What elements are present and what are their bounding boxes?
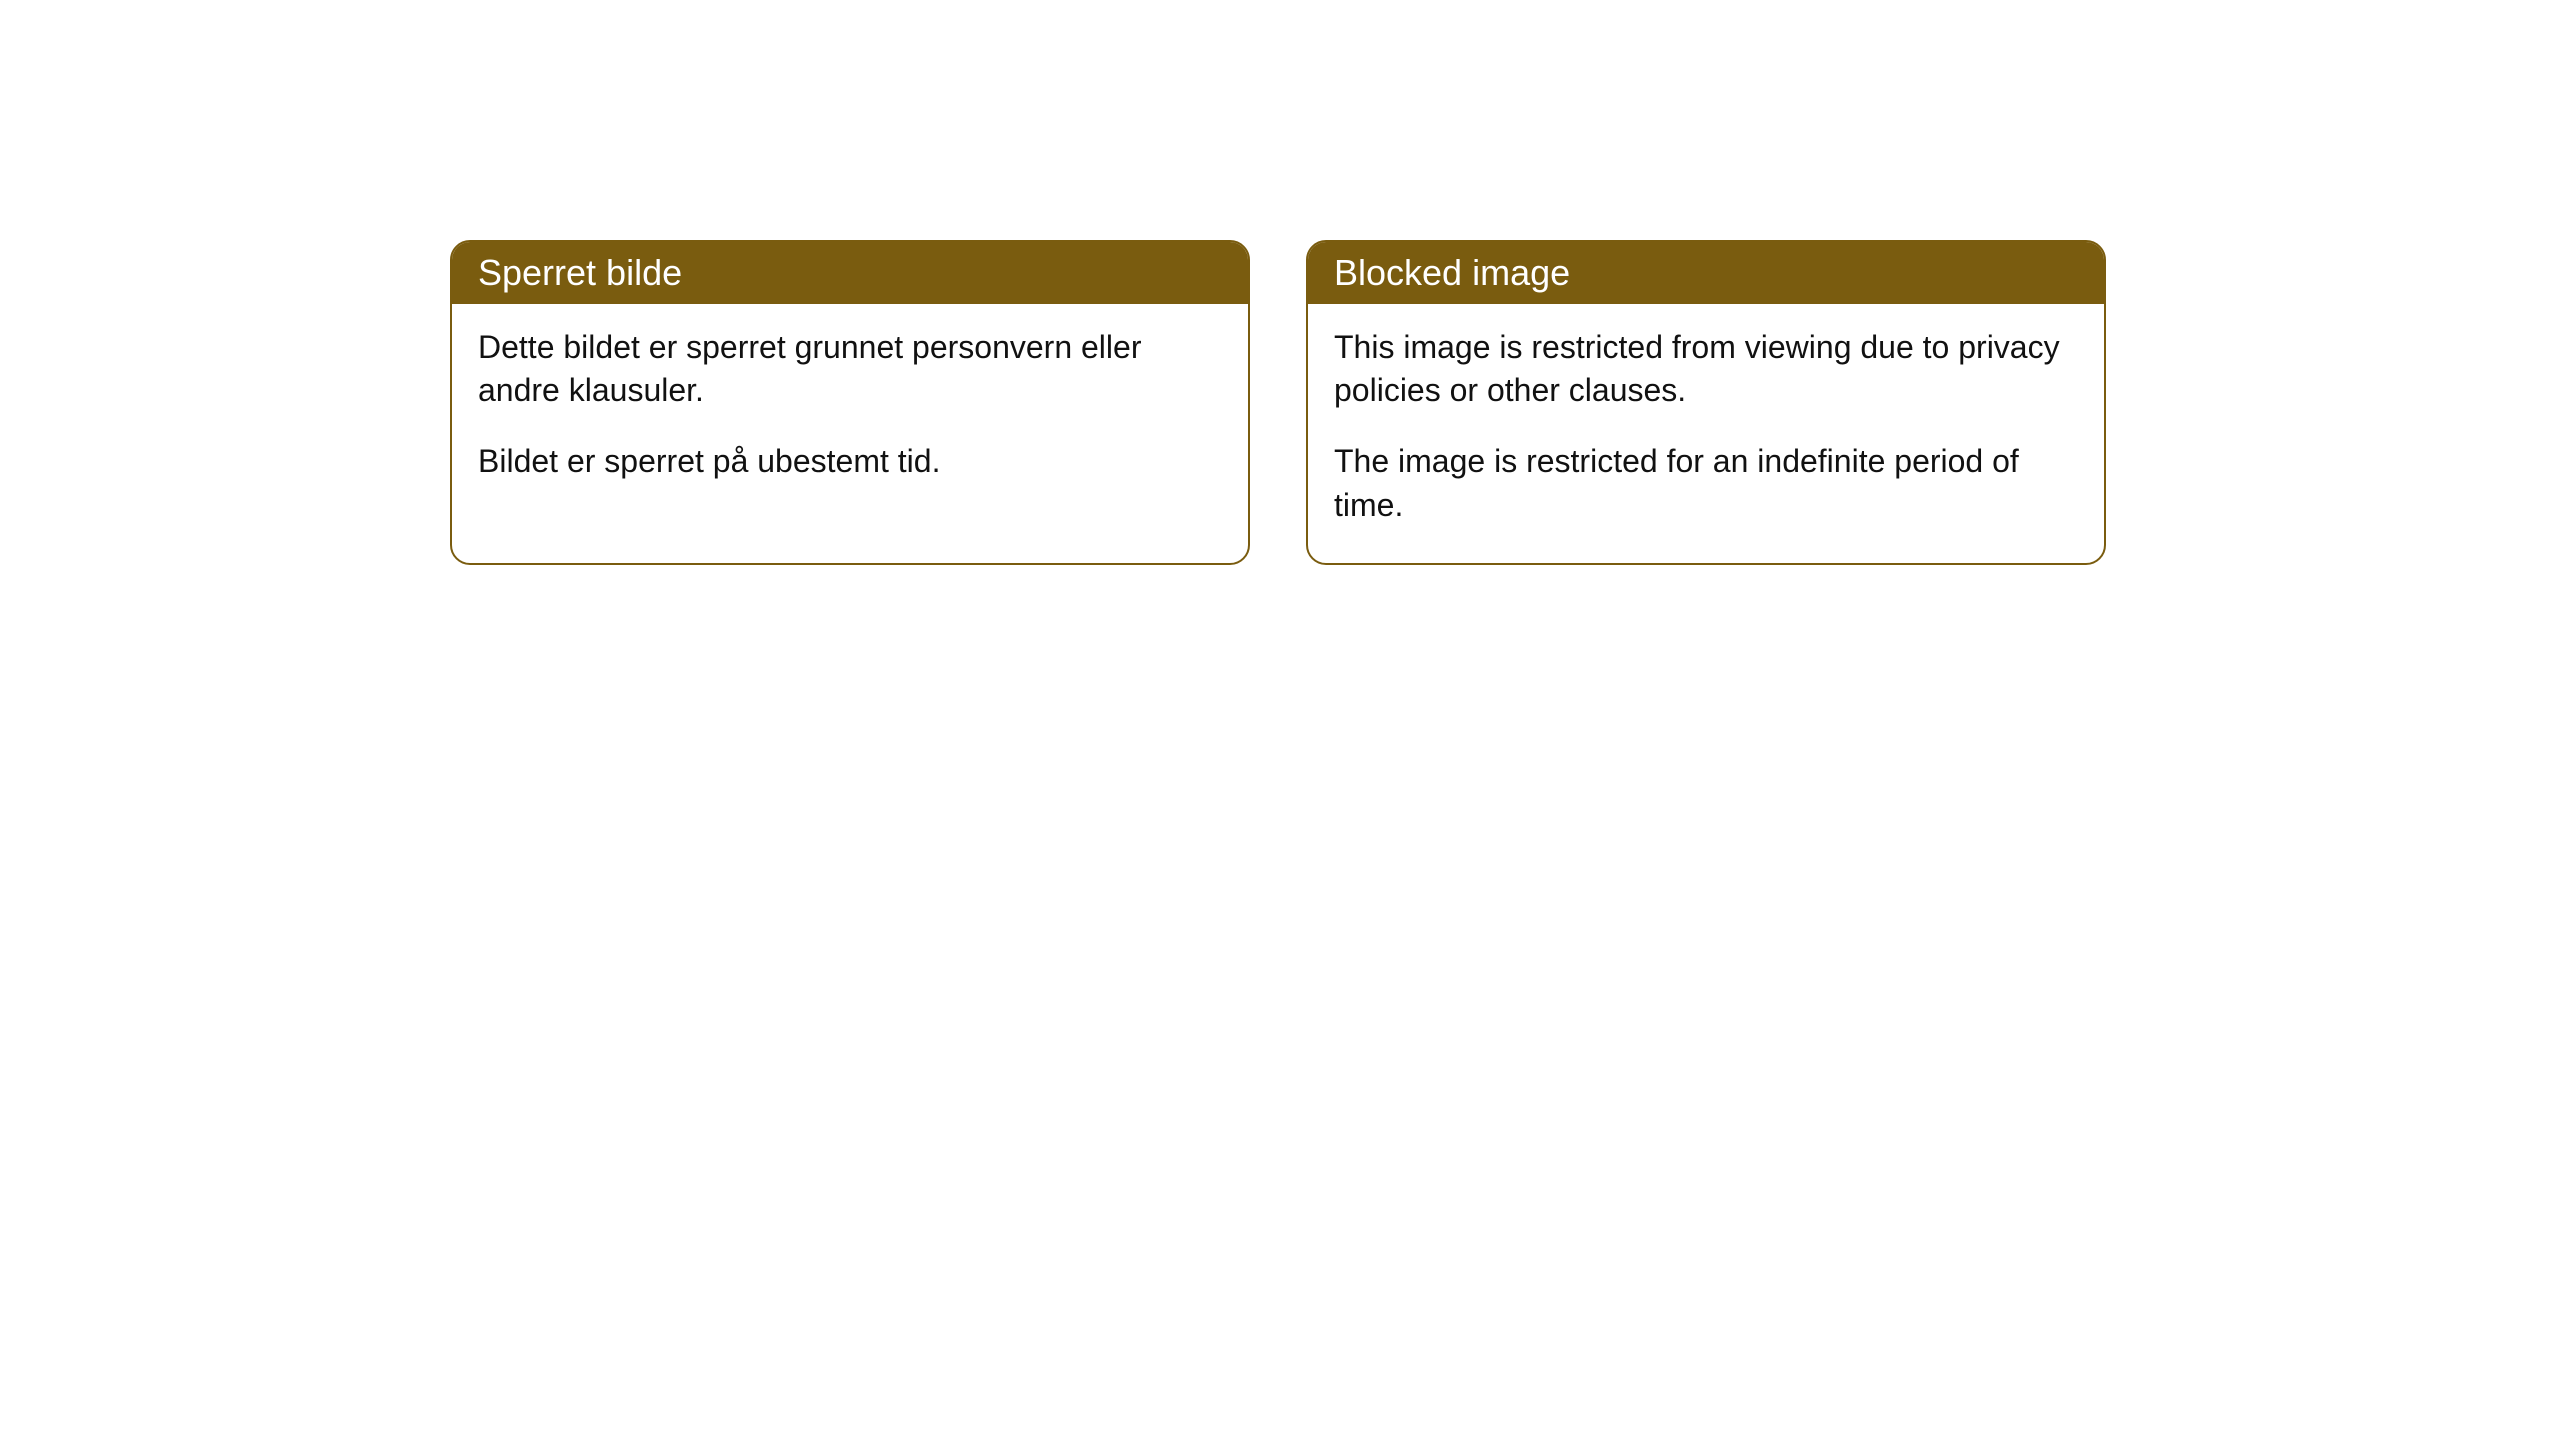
card-text-norwegian-1: Dette bildet er sperret grunnet personve… [478,326,1222,412]
blocked-image-card-english: Blocked image This image is restricted f… [1306,240,2106,565]
card-header-norwegian: Sperret bilde [452,242,1248,304]
card-header-english: Blocked image [1308,242,2104,304]
card-text-norwegian-2: Bildet er sperret på ubestemt tid. [478,440,1222,483]
blocked-image-card-norwegian: Sperret bilde Dette bildet er sperret gr… [450,240,1250,565]
card-text-english-1: This image is restricted from viewing du… [1334,326,2078,412]
card-text-english-2: The image is restricted for an indefinit… [1334,440,2078,526]
notice-cards-container: Sperret bilde Dette bildet er sperret gr… [450,240,2106,565]
card-body-norwegian: Dette bildet er sperret grunnet personve… [452,304,1248,520]
card-body-english: This image is restricted from viewing du… [1308,304,2104,563]
